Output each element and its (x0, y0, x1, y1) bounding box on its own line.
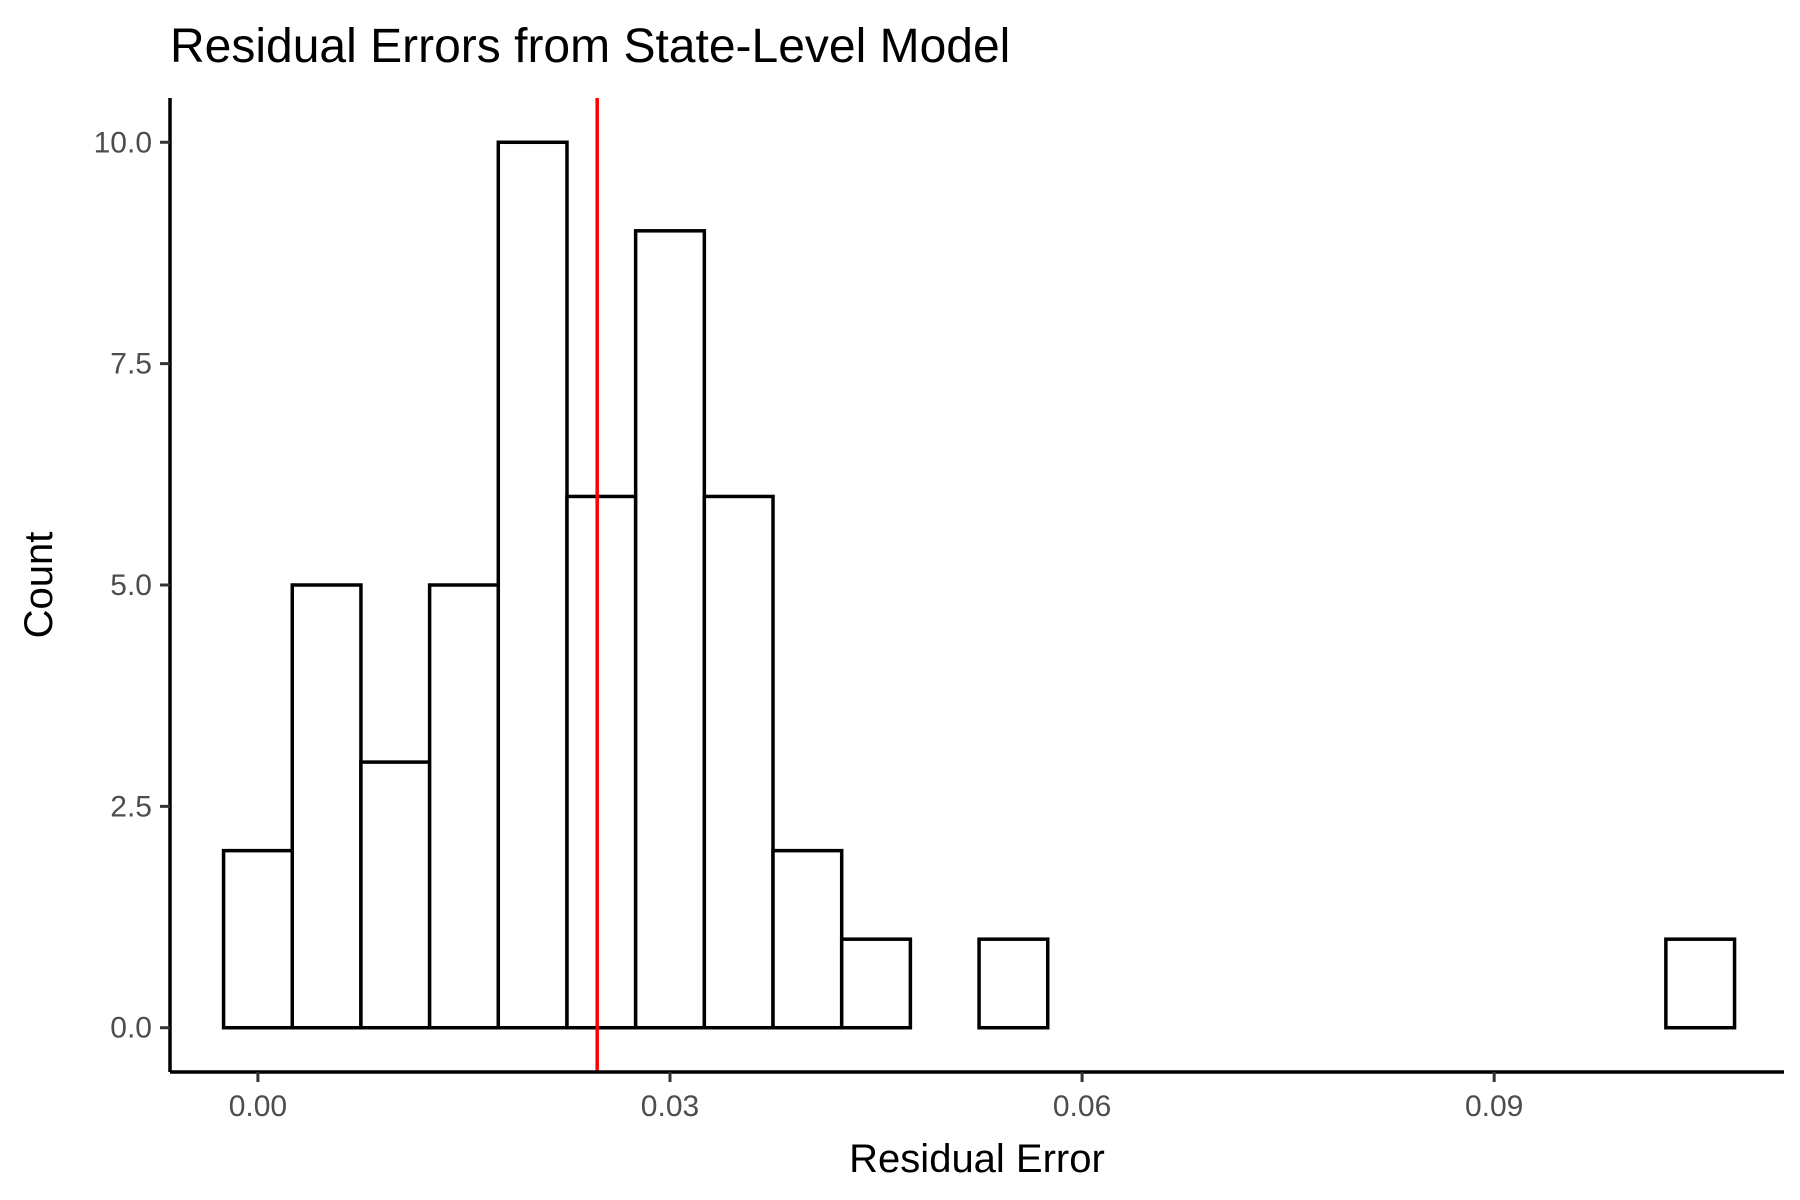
histogram-bar-4 (496, 140, 569, 1030)
histogram-bar-2 (359, 760, 432, 1030)
histogram-bar-5 (565, 494, 638, 1030)
y-tick-label-4: 10.0 (94, 126, 152, 159)
histogram-bar-0 (221, 848, 295, 1030)
histogram-bar-8 (771, 848, 844, 1030)
y-tick-label-1: 2.5 (110, 790, 152, 823)
y-tick-label-2: 5.0 (110, 569, 152, 602)
histogram-bar-9 (839, 937, 913, 1030)
x-tick-label-3: 0.09 (1465, 1090, 1523, 1123)
histogram-bar-11 (977, 937, 1050, 1030)
y-tick-label-3: 7.5 (110, 348, 152, 381)
histogram-bar-6 (633, 229, 707, 1030)
x-tick-label-2: 0.06 (1053, 1090, 1111, 1123)
x-tick-label-1: 0.03 (641, 1090, 699, 1123)
histogram-bar-7 (702, 494, 775, 1030)
histogram-bar-1 (290, 583, 363, 1030)
x-tick-label-0: 0.00 (229, 1090, 287, 1123)
y-axis-title: Count (17, 532, 61, 639)
y-tick-label-0: 0.0 (110, 1012, 152, 1045)
histogram-bar-3 (427, 583, 501, 1030)
x-axis-ticks: 0.00 0.03 0.06 0.09 (229, 1072, 1523, 1123)
histogram-bars (221, 140, 1737, 1030)
x-axis-title: Residual Error (849, 1137, 1105, 1181)
chart-title: Residual Errors from State-Level Model (170, 20, 1010, 73)
y-axis-ticks: 0.0 2.5 5.0 7.5 10.0 (94, 126, 170, 1045)
histogram-bar-21 (1664, 937, 1737, 1030)
